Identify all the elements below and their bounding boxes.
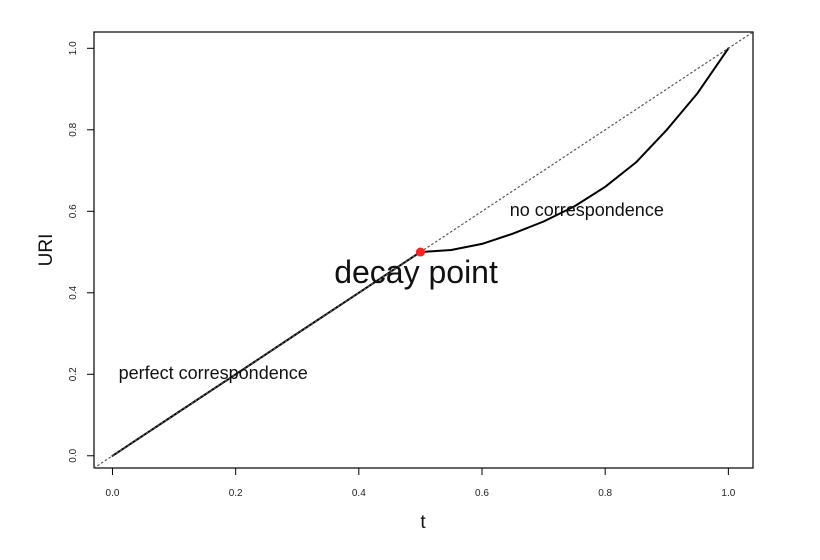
decay-point-marker (415, 247, 425, 257)
x-tick-label: 0.8 (598, 488, 612, 499)
y-axis: 0.0 0.2 0.4 0.6 0.8 1.0 (68, 41, 94, 463)
x-axis-title: t (420, 512, 426, 533)
x-tick-label: 0.2 (229, 488, 243, 499)
no-correspondence-label: no correspondence (510, 200, 664, 220)
x-axis: 0.0 0.2 0.4 0.6 0.8 1.0 (106, 468, 736, 499)
x-tick-label: 0.4 (352, 488, 366, 499)
x-tick-label: 1.0 (721, 488, 735, 499)
decay-point-label: decay point (334, 254, 498, 290)
perfect-correspondence-label: perfect correspondence (119, 363, 308, 383)
x-tick-label: 0.0 (106, 488, 120, 499)
reference-diagonal-line (93, 31, 754, 469)
plot-frame (93, 31, 754, 469)
y-tick-label: 0.0 (68, 448, 79, 462)
series-layer (93, 31, 754, 469)
x-tick-label: 0.6 (475, 488, 489, 499)
y-tick-label: 0.2 (68, 367, 79, 381)
y-tick-label: 0.6 (68, 204, 79, 218)
annotation-layer: perfect correspondence no correspondence d… (119, 200, 664, 383)
y-tick-label: 0.4 (68, 285, 79, 299)
y-tick-label: 1.0 (68, 41, 79, 55)
y-axis-title: URI (36, 234, 57, 267)
uri-curve (111, 47, 730, 457)
y-tick-label: 0.8 (68, 122, 79, 136)
